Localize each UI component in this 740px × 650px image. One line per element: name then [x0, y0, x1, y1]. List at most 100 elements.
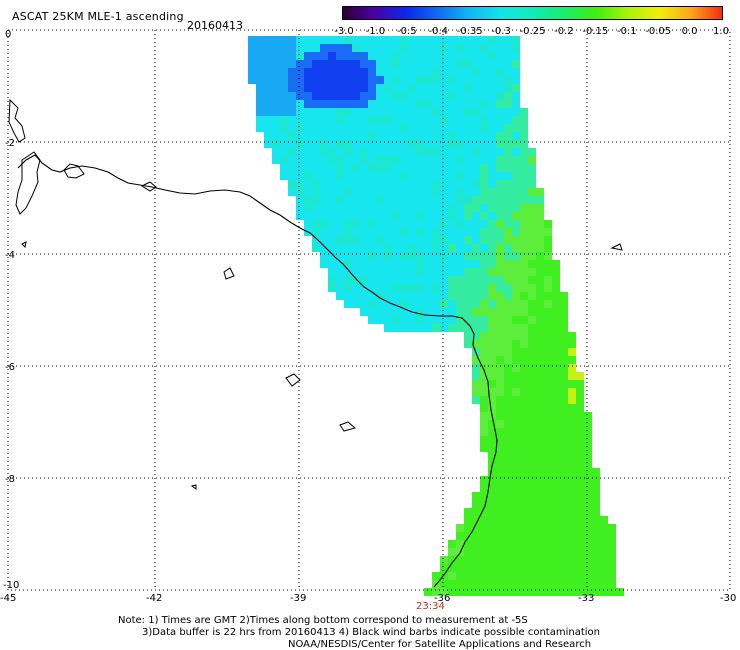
swath-cell — [472, 196, 480, 204]
swath-cell — [432, 252, 440, 260]
swath-cell — [568, 508, 576, 516]
swath-cell — [456, 260, 464, 268]
swath-cell — [456, 196, 464, 204]
swath-cell — [528, 564, 536, 572]
swath-cell — [480, 212, 488, 220]
swath-cell — [472, 228, 480, 236]
swath-cell — [512, 588, 520, 596]
swath-cell — [440, 76, 448, 84]
swath-cell — [528, 436, 536, 444]
swath-cell — [504, 52, 512, 60]
swath-cell — [296, 60, 304, 68]
swath-cell — [440, 172, 448, 180]
colorbar-label: -0.5 — [397, 26, 417, 37]
swath-cell — [584, 508, 592, 516]
swath-cell — [400, 148, 408, 156]
product-date: 20160413 — [187, 19, 243, 32]
swath-cell — [472, 516, 480, 524]
swath-cell — [536, 452, 544, 460]
swath-cell — [432, 140, 440, 148]
swath-cell — [592, 580, 600, 588]
swath-cell — [544, 460, 552, 468]
swath-cell — [328, 76, 336, 84]
swath-cell — [568, 420, 576, 428]
swath-cell — [304, 164, 312, 172]
swath-cell — [472, 212, 480, 220]
swath-cell — [408, 276, 416, 284]
swath-cell — [592, 532, 600, 540]
swath-cell — [312, 188, 320, 196]
swath-cell — [560, 300, 568, 308]
swath-cell — [472, 164, 480, 172]
colorbar-label: -3.0 — [334, 26, 354, 37]
swath-cell — [488, 228, 496, 236]
swath-cell — [488, 172, 496, 180]
swath-cell — [344, 188, 352, 196]
swath-cell — [328, 204, 336, 212]
swath-cell — [512, 500, 520, 508]
swath-cell — [392, 84, 400, 92]
swath-cell — [440, 116, 448, 124]
swath-cell — [288, 156, 296, 164]
swath-cell — [584, 556, 592, 564]
swath-cell — [376, 156, 384, 164]
swath-cell — [456, 308, 464, 316]
swath-cell — [512, 220, 520, 228]
swath-cell — [384, 324, 392, 332]
swath-cell — [512, 76, 520, 84]
swath-cell — [272, 132, 280, 140]
swath-cell — [608, 548, 616, 556]
swath-cell — [432, 164, 440, 172]
swath-cell — [552, 508, 560, 516]
swath-cell — [392, 236, 400, 244]
swath-cell — [472, 324, 480, 332]
swath-cell — [376, 44, 384, 52]
swath-cell — [536, 284, 544, 292]
swath-cell — [280, 68, 288, 76]
swath-cell — [488, 452, 496, 460]
swath-cell — [464, 84, 472, 92]
swath-cell — [296, 148, 304, 156]
swath-cell — [512, 132, 520, 140]
swath-cell — [480, 220, 488, 228]
swath-cell — [488, 252, 496, 260]
swath-cell — [464, 524, 472, 532]
swath-cell — [576, 532, 584, 540]
swath-cell — [344, 260, 352, 268]
grid-lines — [8, 29, 730, 590]
swath-cell — [400, 292, 408, 300]
swath-cell — [440, 284, 448, 292]
swath-cell — [512, 572, 520, 580]
swath-cell — [384, 196, 392, 204]
swath-cell — [608, 564, 616, 572]
swath-cell — [512, 356, 520, 364]
swath-cell — [568, 484, 576, 492]
swath-cell — [528, 380, 536, 388]
swath-cell — [440, 44, 448, 52]
swath-cell — [376, 236, 384, 244]
swath-cell — [376, 140, 384, 148]
swath-cell — [512, 460, 520, 468]
swath-cell — [528, 308, 536, 316]
swath-cell — [544, 284, 552, 292]
swath-cell — [584, 412, 592, 420]
swath-cell — [480, 132, 488, 140]
swath-cell — [368, 44, 376, 52]
swath-cell — [528, 220, 536, 228]
swath-cell — [416, 196, 424, 204]
swath-cell — [472, 148, 480, 156]
swath-cell — [512, 36, 520, 44]
swath-cell — [424, 212, 432, 220]
swath-cell — [520, 540, 528, 548]
swath-cell — [560, 420, 568, 428]
swath-cell — [408, 92, 416, 100]
swath-cell — [320, 52, 328, 60]
swath-cell — [328, 52, 336, 60]
swath-cell — [496, 556, 504, 564]
swath-cell — [376, 92, 384, 100]
swath-cell — [248, 52, 256, 60]
swath-cell — [480, 492, 488, 500]
swath-cell — [256, 124, 264, 132]
swath-cell — [360, 132, 368, 140]
swath-cell — [456, 44, 464, 52]
